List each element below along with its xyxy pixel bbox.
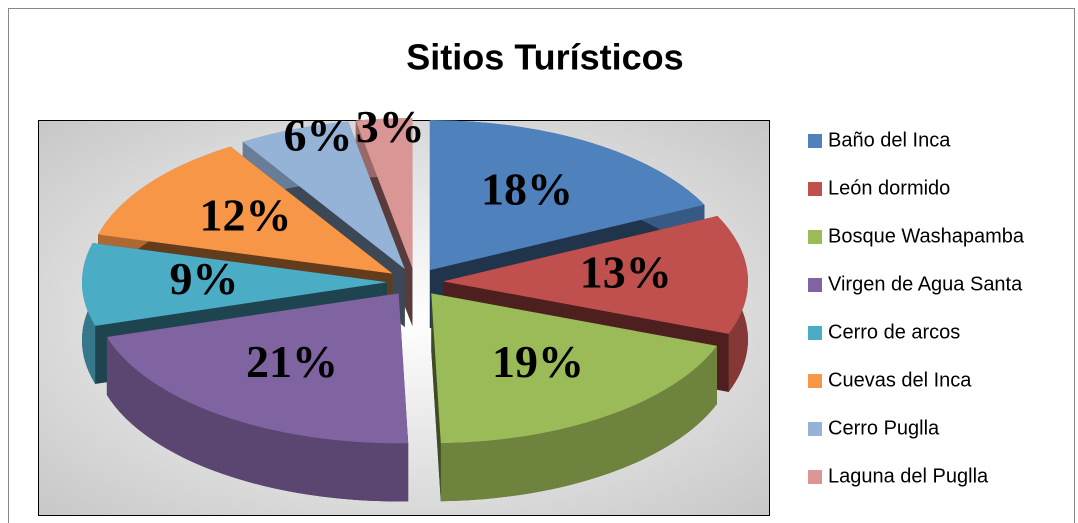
slice-top [442, 215, 748, 334]
slice [431, 293, 718, 502]
legend: Baño del Inca León dormido Bosque Washapam… [808, 129, 1025, 487]
chart-title: Sitios Turísticos [406, 37, 683, 78]
legend-label: Cerro Puglla [828, 417, 940, 439]
data-label: 13% [580, 247, 672, 298]
legend-label: Virgen de Agua Santa [828, 273, 1023, 295]
legend-swatch [808, 422, 822, 436]
data-label: 19% [492, 336, 584, 387]
legend-swatch [808, 470, 822, 484]
slice-top [98, 146, 393, 274]
data-label: 3% [356, 101, 425, 152]
legend-swatch [808, 134, 822, 148]
slice-top [106, 293, 409, 444]
legend-label: Bosque Washapamba [828, 225, 1025, 247]
slice [106, 293, 409, 502]
data-label: 18% [481, 163, 573, 214]
slice-top [242, 121, 405, 269]
slice-top [355, 118, 413, 269]
legend-swatch [808, 230, 822, 244]
legend-swatch [808, 326, 822, 340]
legend-label: León dormido [828, 177, 950, 199]
pie: 18%13% 19% 21%9% 12% 6% 3% [82, 101, 748, 502]
slice-top [431, 293, 718, 444]
data-label: 6% [284, 110, 353, 161]
legend-label: Cerro de arcos [828, 321, 960, 343]
legend-swatch [808, 182, 822, 196]
legend-swatch [808, 278, 822, 292]
data-label: 12% [199, 190, 291, 241]
data-label: 9% [170, 253, 239, 304]
slice-top [429, 120, 705, 271]
legend-swatch [808, 374, 822, 388]
data-label: 21% [246, 336, 338, 387]
legend-label: Laguna del Puglla [828, 465, 989, 487]
legend-label: Baño del Inca [828, 129, 951, 151]
slice-wall [431, 293, 441, 502]
slice-top [82, 243, 388, 326]
slice-side [106, 337, 409, 502]
slice-side [440, 345, 718, 502]
legend-label: Cuevas del Inca [828, 369, 972, 391]
